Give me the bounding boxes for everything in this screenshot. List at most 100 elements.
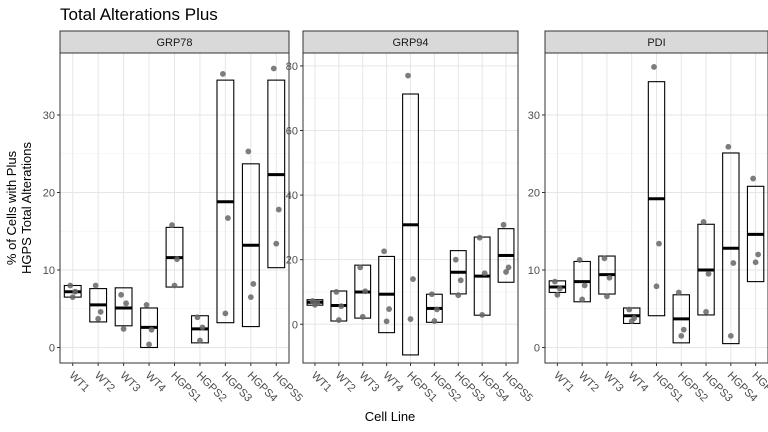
data-point — [270, 65, 277, 72]
data-point — [92, 282, 99, 289]
data-point — [554, 291, 561, 298]
y-axis-title: % of Cells with PlusHGPS Total Alteratio… — [4, 142, 34, 274]
data-point — [199, 324, 206, 331]
data-point — [275, 206, 282, 213]
x-tick-label: WT2 — [92, 370, 117, 395]
x-tick-label: WT1 — [551, 370, 576, 395]
x-tick-label: WT4 — [380, 370, 405, 395]
data-point — [359, 313, 366, 320]
data-point — [455, 292, 462, 299]
data-point — [407, 316, 414, 322]
data-point — [656, 240, 662, 247]
data-point — [755, 251, 762, 258]
data-point — [362, 288, 369, 295]
x-tick-label: WT3 — [357, 370, 382, 395]
data-point — [381, 248, 388, 255]
data-point — [700, 219, 707, 225]
data-point — [338, 303, 345, 310]
data-point — [481, 270, 488, 277]
data-point — [626, 306, 633, 313]
data-point — [500, 221, 507, 228]
data-point — [476, 234, 483, 241]
data-point — [273, 240, 280, 247]
y-tick-label: 10 — [528, 265, 540, 277]
data-point — [601, 255, 608, 262]
x-tick-label: WT1 — [309, 370, 334, 395]
data-point — [705, 270, 712, 277]
x-tick-label: WT3 — [117, 370, 142, 395]
data-point — [505, 264, 512, 271]
x-tick-label: WT1 — [67, 370, 92, 395]
y-tick-label: 0 — [49, 343, 55, 355]
data-point — [750, 175, 757, 182]
data-point — [433, 306, 440, 313]
x-tick-label: WT2 — [333, 370, 358, 395]
facet-strip-label: GRP78 — [156, 37, 192, 49]
data-point — [67, 282, 74, 289]
data-point — [703, 308, 709, 315]
chart-title: Total Alterations Plus — [60, 5, 218, 24]
y-tick-label: 30 — [528, 110, 540, 122]
data-point — [118, 291, 125, 298]
x-tick-label: WT4 — [143, 370, 168, 395]
x-tick-label: WT2 — [576, 370, 601, 395]
data-point — [148, 326, 155, 333]
data-point — [312, 301, 318, 308]
data-point — [123, 300, 130, 307]
data-point — [69, 294, 76, 301]
data-point — [606, 274, 613, 281]
data-point — [169, 222, 175, 228]
data-point — [97, 308, 104, 315]
data-point — [247, 294, 254, 301]
y-tick-label: 20 — [286, 255, 298, 267]
y-tick-label: 80 — [286, 61, 298, 73]
data-point — [146, 341, 152, 348]
y-tick-label: 60 — [286, 126, 298, 138]
data-point — [452, 256, 459, 263]
y-tick-label: 20 — [528, 188, 540, 200]
data-point — [752, 259, 759, 266]
data-point — [680, 326, 687, 333]
data-point — [725, 143, 732, 150]
data-point — [556, 285, 563, 292]
data-point — [357, 264, 364, 271]
data-point — [579, 296, 586, 303]
data-point — [143, 301, 150, 308]
x-axis-title: Cell Line — [364, 409, 416, 424]
data-point — [120, 326, 127, 332]
y-tick-label: 40 — [286, 190, 298, 202]
data-point — [727, 332, 734, 339]
facet-strip-label: PDI — [647, 37, 665, 49]
data-point — [653, 283, 660, 290]
data-point — [428, 291, 435, 298]
y-tick-label: 20 — [43, 188, 55, 200]
y-tick-label: 10 — [43, 265, 55, 277]
data-point — [335, 317, 342, 323]
data-point — [333, 289, 340, 295]
data-point — [675, 289, 682, 296]
data-point — [194, 314, 201, 321]
data-point — [224, 215, 231, 221]
data-point — [197, 337, 203, 344]
data-point — [245, 148, 252, 155]
data-point — [479, 311, 486, 318]
data-point — [405, 72, 411, 79]
y-axis-title-line: HGPS Total Alterations — [19, 142, 34, 274]
data-point — [222, 310, 229, 317]
data-point — [551, 278, 558, 285]
y-tick-label: 0 — [534, 343, 540, 355]
data-point — [174, 256, 180, 263]
y-tick-label: 30 — [43, 110, 55, 122]
data-point — [730, 260, 737, 266]
y-axis-title-line: % of Cells with Plus — [4, 150, 19, 265]
data-point — [581, 282, 588, 289]
data-point — [628, 318, 635, 325]
data-point — [678, 332, 685, 339]
x-tick-label: WT3 — [601, 370, 626, 395]
data-point — [95, 315, 102, 322]
data-point — [431, 318, 438, 324]
data-point — [72, 288, 79, 295]
x-tick-label: WT4 — [626, 370, 651, 395]
